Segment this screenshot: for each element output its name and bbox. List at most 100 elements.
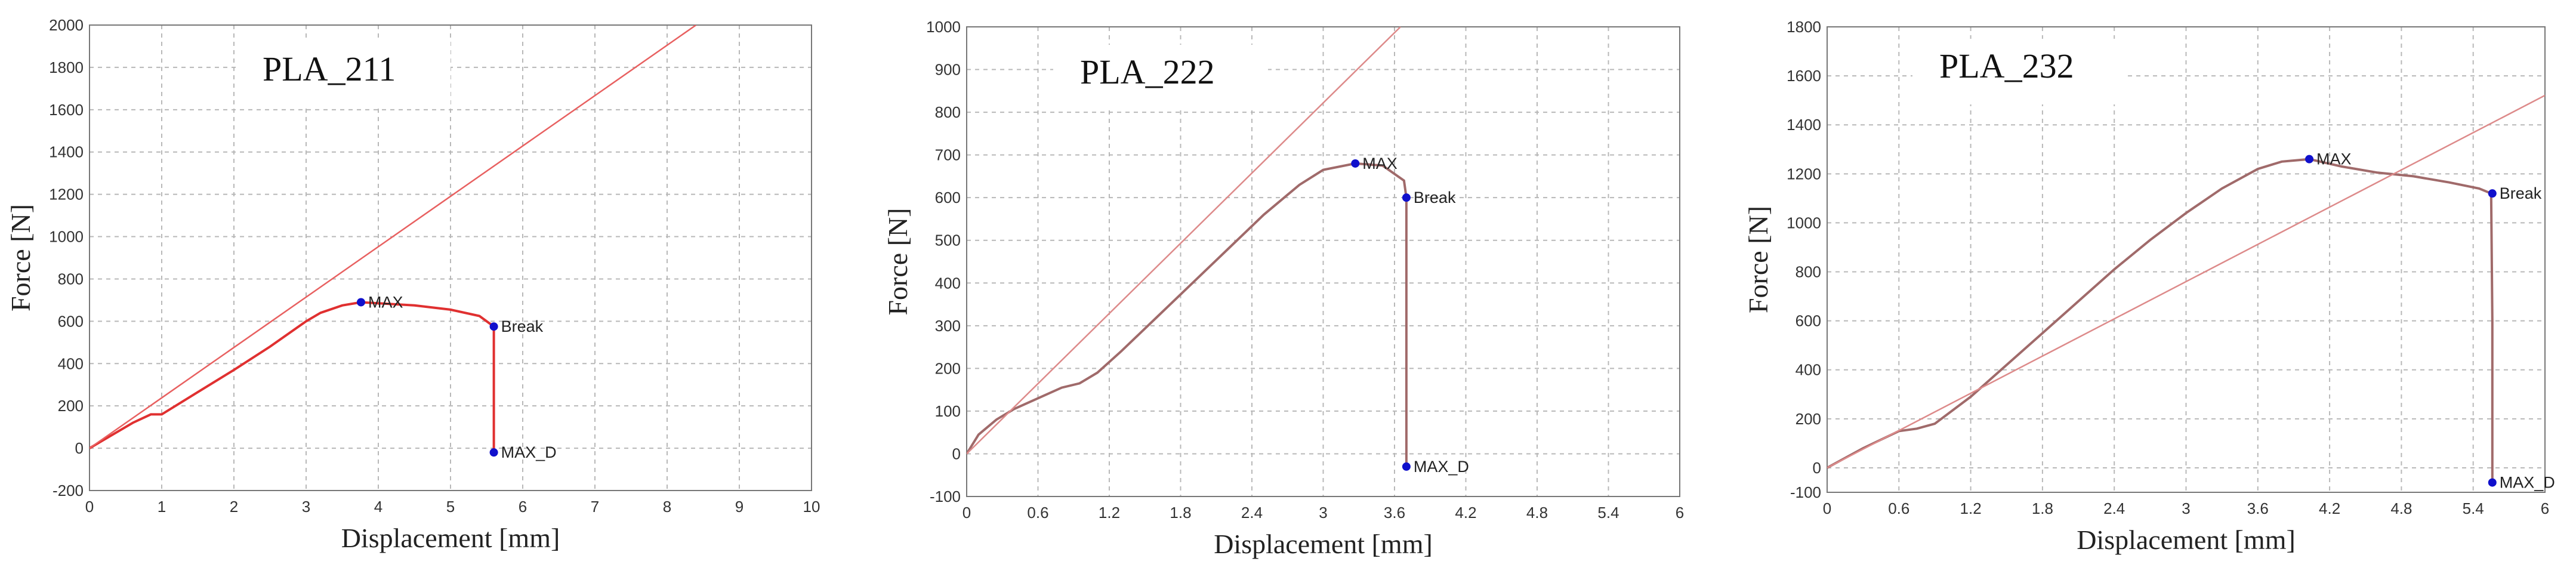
y-tick-label: 1200 bbox=[49, 186, 84, 203]
y-tick-label: 1000 bbox=[1787, 214, 1821, 232]
chart-title: PLA_211 bbox=[263, 50, 396, 88]
plot-frame bbox=[966, 26, 1680, 497]
x-tick-label: 0 bbox=[962, 504, 971, 522]
y-tick-label: 1000 bbox=[926, 18, 961, 36]
force-displacement-curve bbox=[90, 301, 495, 453]
x-tick-label: 6 bbox=[2541, 499, 2549, 517]
x-tick-label: 0.6 bbox=[1027, 504, 1048, 522]
point-label-max: MAX bbox=[1362, 155, 1397, 172]
y-tick-label: 800 bbox=[58, 270, 84, 288]
reference-line bbox=[1827, 94, 2545, 469]
reference-line bbox=[967, 27, 1401, 455]
y-tick-label: 0 bbox=[952, 445, 961, 462]
chart-panel-2: 0 0.6 1.2 1.8 2.4 3 3.6 4.2 4.8 5.4 6-100010020030… bbox=[883, 18, 1684, 559]
y-tick-label: 1000 bbox=[49, 228, 84, 246]
point-label-max-d: MAX_D bbox=[2500, 474, 2555, 492]
y-tick-label: -200 bbox=[53, 482, 84, 499]
x-tick-label: 1.8 bbox=[2032, 499, 2053, 517]
x-tick-label: 5.4 bbox=[2463, 499, 2484, 517]
x-tick-label: 3.6 bbox=[2247, 499, 2269, 517]
y-tick-label: -100 bbox=[930, 488, 961, 505]
point-label-break: Break bbox=[2500, 184, 2542, 202]
x-tick-label: 9 bbox=[735, 498, 744, 516]
point-marker-break bbox=[2488, 189, 2497, 198]
point-marker-break bbox=[489, 322, 498, 331]
y-tick-label: 300 bbox=[935, 317, 961, 335]
x-tick-label: 4.8 bbox=[1526, 504, 1548, 522]
y-tick-label: 1400 bbox=[49, 143, 84, 161]
y-tick-label: 800 bbox=[1796, 263, 1821, 281]
x-tick-label: 3 bbox=[302, 498, 310, 516]
chart-panel-3: 0 0.6 1.2 1.8 2.4 3 3.6 4.2 4.8 5.4 6-100020040060… bbox=[1743, 18, 2555, 555]
y-axis-label: Force [N] bbox=[883, 208, 913, 315]
x-tick-label: 5.4 bbox=[1597, 504, 1619, 522]
y-tick-label: -100 bbox=[1790, 483, 1821, 501]
x-tick-label: 0 bbox=[85, 498, 94, 516]
point-label-max-d: MAX_D bbox=[501, 443, 557, 461]
plot-frame bbox=[1827, 26, 2546, 493]
x-axis-label: Displacement [mm] bbox=[1214, 529, 1433, 559]
point-marker-max bbox=[356, 298, 365, 307]
y-tick-label: 1200 bbox=[1787, 165, 1821, 183]
force-displacement-curve bbox=[1827, 158, 2494, 483]
point-label-break: Break bbox=[501, 317, 544, 335]
point-label-max-d: MAX_D bbox=[1414, 458, 1469, 476]
title-box bbox=[1053, 45, 1268, 110]
y-tick-label: 0 bbox=[75, 439, 84, 457]
x-tick-label: 10 bbox=[803, 498, 820, 516]
y-tick-label: 600 bbox=[1796, 312, 1821, 330]
x-tick-label: 4.2 bbox=[1455, 504, 1476, 522]
y-tick-label: 900 bbox=[935, 61, 961, 79]
point-marker-max bbox=[1351, 159, 1360, 168]
chart-title: PLA_232 bbox=[1939, 47, 2074, 85]
y-axis-label: Force [N] bbox=[5, 204, 36, 311]
y-tick-label: 200 bbox=[935, 359, 961, 377]
point-marker-max bbox=[2305, 155, 2314, 164]
y-tick-label: 1600 bbox=[49, 101, 84, 119]
y-tick-label: 500 bbox=[935, 232, 961, 249]
point-label-break: Break bbox=[1414, 189, 1456, 206]
x-tick-label: 0.6 bbox=[1888, 499, 1909, 517]
reference-line bbox=[90, 25, 697, 449]
y-tick-label: 1400 bbox=[1787, 116, 1821, 134]
point-label-max: MAX bbox=[2316, 150, 2352, 168]
y-tick-label: 400 bbox=[935, 274, 961, 292]
x-tick-label: 8 bbox=[663, 498, 671, 516]
x-tick-label: 2.4 bbox=[1241, 504, 1263, 522]
title-box bbox=[1912, 39, 2127, 104]
x-tick-label: 4.8 bbox=[2390, 499, 2412, 517]
x-tick-label: 3 bbox=[2182, 499, 2190, 517]
y-tick-label: 400 bbox=[1796, 361, 1821, 379]
point-marker-break bbox=[1402, 193, 1411, 202]
x-tick-label: 6 bbox=[1676, 504, 1684, 522]
y-tick-label: 1800 bbox=[49, 58, 84, 76]
x-tick-label: 1 bbox=[158, 498, 166, 516]
x-tick-label: 2.4 bbox=[2103, 499, 2125, 517]
point-marker-max-d bbox=[1402, 462, 1411, 471]
x-axis-label: Displacement [mm] bbox=[2077, 525, 2296, 555]
x-tick-label: 1.8 bbox=[1170, 504, 1191, 522]
y-axis-label: Force [N] bbox=[1743, 206, 1773, 313]
title-box bbox=[236, 42, 451, 107]
plot-frame bbox=[89, 24, 812, 491]
chart-panel-1: 0 1 2 3 4 5 6 7 8 9 10-200020040060080010001200140… bbox=[5, 16, 820, 553]
y-tick-label: 0 bbox=[1813, 459, 1821, 477]
chart-title: PLA_222 bbox=[1080, 53, 1215, 91]
x-tick-label: 4.2 bbox=[2319, 499, 2340, 517]
x-tick-label: 6 bbox=[519, 498, 527, 516]
point-marker-max-d bbox=[2488, 478, 2497, 487]
x-tick-label: 2 bbox=[230, 498, 238, 516]
x-tick-label: 4 bbox=[374, 498, 382, 516]
x-tick-label: 1.2 bbox=[1099, 504, 1120, 522]
x-tick-label: 3 bbox=[1319, 504, 1327, 522]
force-displacement-curve bbox=[967, 162, 1408, 467]
x-tick-label: 5 bbox=[446, 498, 455, 516]
x-tick-label: 7 bbox=[591, 498, 599, 516]
y-tick-label: 1800 bbox=[1787, 18, 1821, 36]
y-tick-label: 200 bbox=[58, 397, 84, 415]
y-tick-label: 200 bbox=[1796, 410, 1821, 428]
x-tick-label: 0 bbox=[1823, 499, 1831, 517]
point-label-max: MAX bbox=[368, 293, 403, 311]
y-tick-label: 700 bbox=[935, 146, 961, 164]
